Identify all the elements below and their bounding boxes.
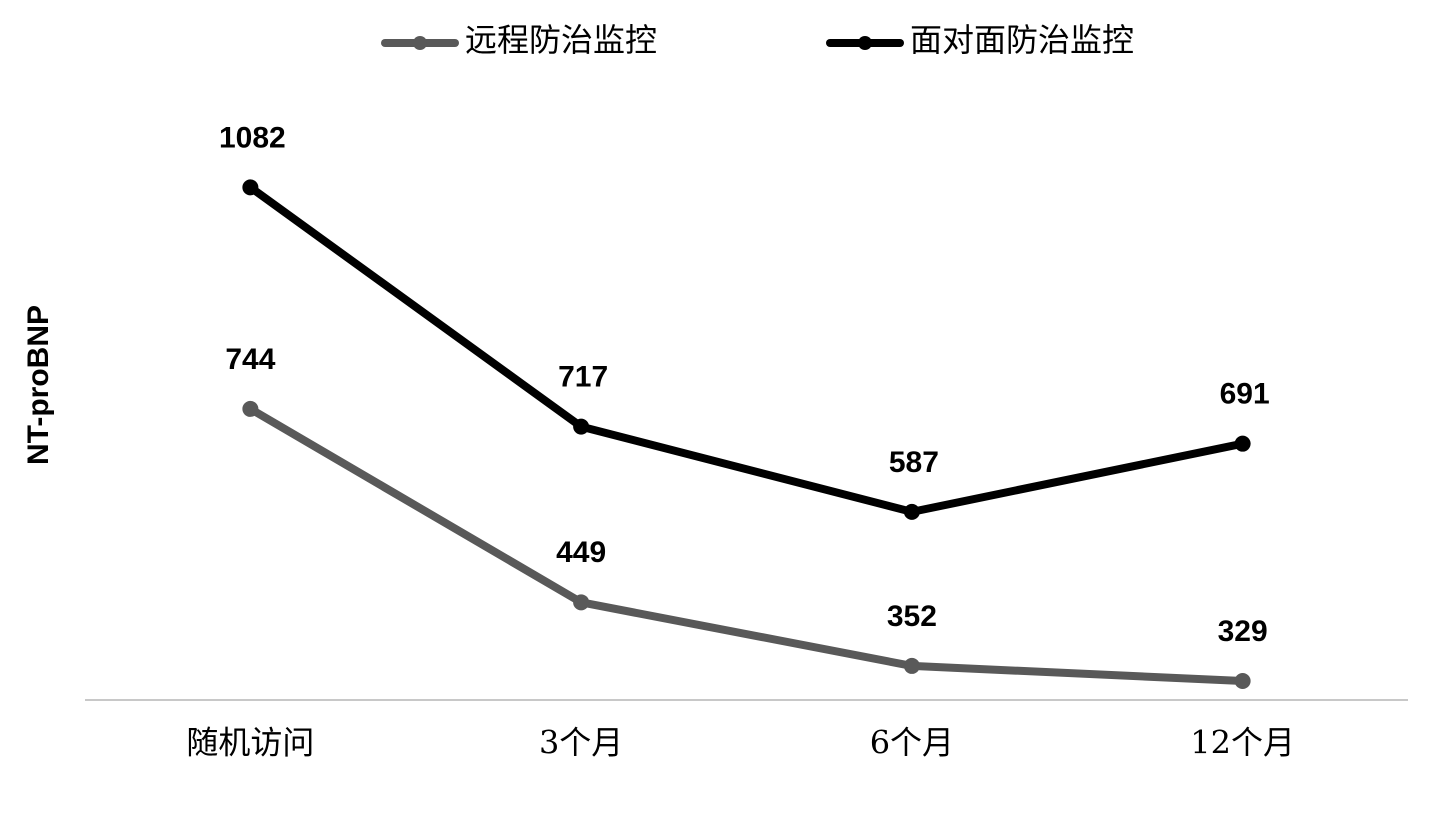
y-axis-label: NT-proBNP xyxy=(22,305,55,465)
data-label: 1082 xyxy=(219,121,286,154)
data-point xyxy=(242,400,259,417)
data-label: 691 xyxy=(1220,378,1270,411)
legend-label: 面对面防治监控 xyxy=(910,21,1134,59)
data-label: 717 xyxy=(558,361,608,394)
data-point xyxy=(903,503,920,520)
data-point xyxy=(1234,435,1251,452)
data-point xyxy=(573,418,590,435)
data-point xyxy=(1234,672,1251,689)
data-point xyxy=(903,657,920,674)
data-label: 744 xyxy=(225,343,275,376)
x-tick-label: 3个月 xyxy=(539,724,623,762)
data-point xyxy=(573,594,590,611)
legend-label: 远程防治监控 xyxy=(465,21,657,59)
data-label: 329 xyxy=(1218,615,1268,648)
x-tick-label: 6个月 xyxy=(870,724,954,762)
x-tick-label: 12个月 xyxy=(1190,724,1295,762)
data-label: 449 xyxy=(556,536,606,569)
series-line xyxy=(248,405,1243,685)
x-tick-label: 随机访问 xyxy=(186,724,314,762)
legend-marker xyxy=(858,36,872,50)
data-label: 587 xyxy=(889,446,939,479)
series-line xyxy=(248,184,1244,516)
legend-marker xyxy=(413,36,427,50)
data-point xyxy=(242,179,259,196)
data-label: 352 xyxy=(887,600,937,633)
